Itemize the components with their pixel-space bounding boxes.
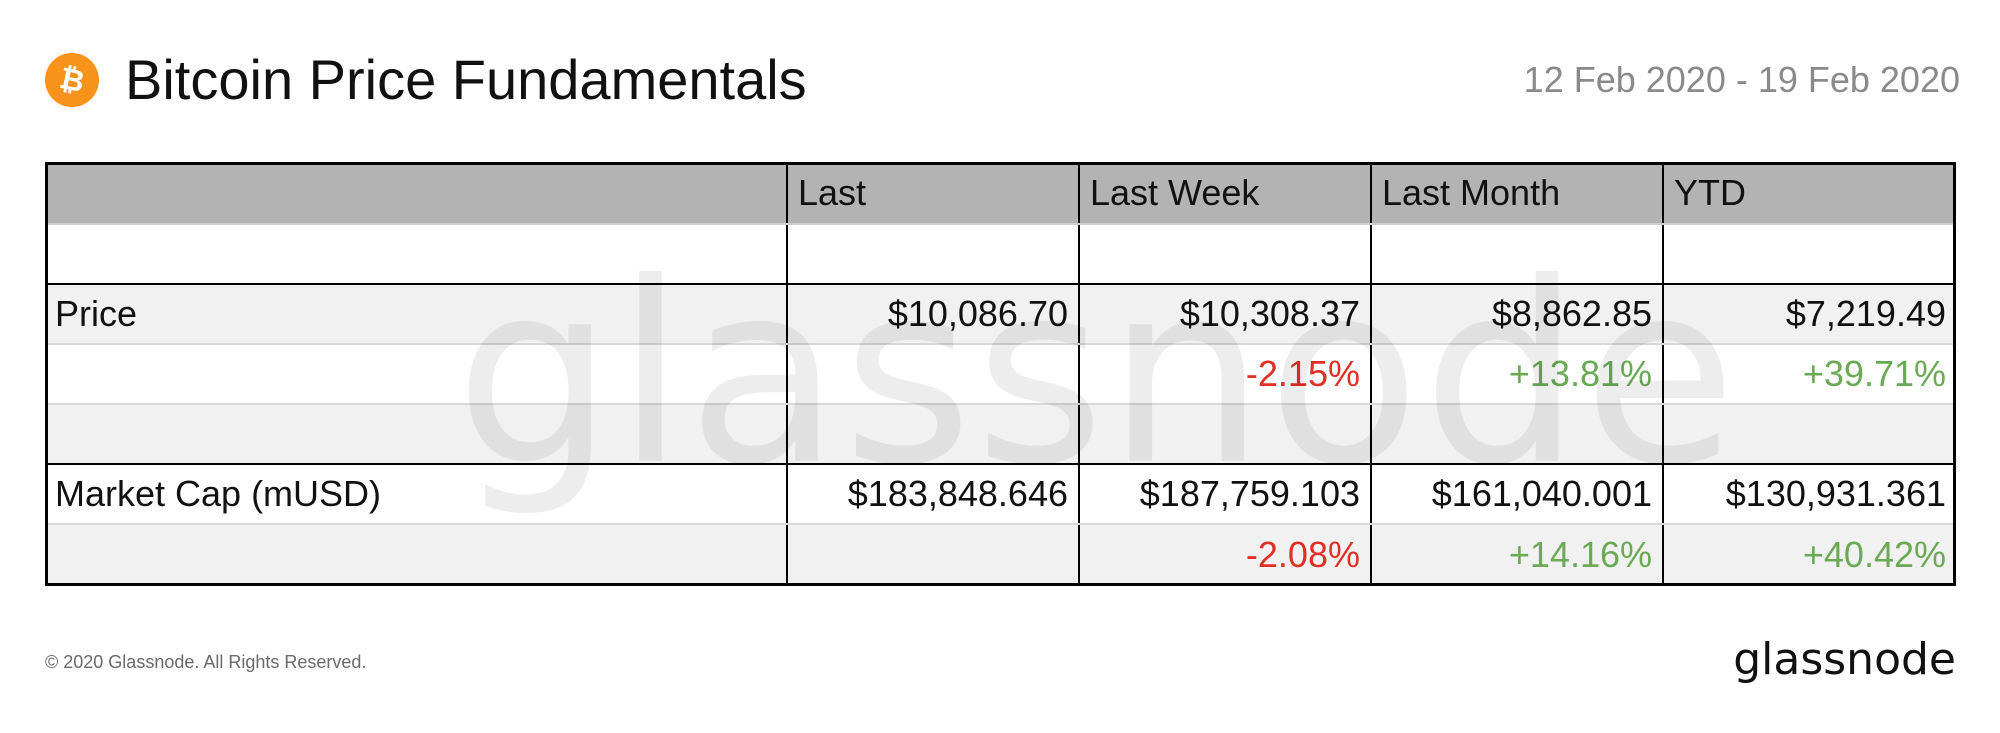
table-cell xyxy=(786,524,1079,584)
market-cap-change-last-week: -2.08% xyxy=(1078,524,1371,584)
market-cap-last-month: $161,040.001 xyxy=(1370,464,1663,525)
row-label xyxy=(45,524,787,584)
table-cell xyxy=(1370,224,1663,285)
table-row-price-change: -2.15% +13.81% +39.71% xyxy=(45,344,1956,405)
date-range: 12 Feb 2020 - 19 Feb 2020 xyxy=(1523,59,1960,100)
table-row-price: Price $10,086.70 $10,308.37 $8,862.85 $7… xyxy=(45,284,1956,345)
column-header-label xyxy=(45,162,787,225)
row-label xyxy=(45,404,787,465)
column-header-last-week: Last Week xyxy=(1078,162,1371,225)
table-row-market-cap: Market Cap (mUSD) $183,848.646 $187,759.… xyxy=(45,464,1956,525)
table-row-market-cap-change: -2.08% +14.16% +40.42% xyxy=(45,524,1956,584)
table-row xyxy=(45,224,1956,285)
table-cell xyxy=(1662,404,1956,465)
column-header-ytd: YTD xyxy=(1662,162,1956,225)
price-last-week: $10,308.37 xyxy=(1078,284,1371,345)
bitcoin-icon: ₿ xyxy=(45,53,99,107)
row-label xyxy=(45,344,787,405)
row-label-price: Price xyxy=(45,284,787,345)
table-cell xyxy=(786,224,1079,285)
table-cell xyxy=(1370,404,1663,465)
page-header: ₿ Bitcoin Price Fundamentals 12 Feb 2020… xyxy=(45,48,1960,112)
copyright-text: © 2020 Glassnode. All Rights Reserved. xyxy=(45,652,367,672)
price-change-last-month: +13.81% xyxy=(1370,344,1663,405)
price-last-month: $8,862.85 xyxy=(1370,284,1663,345)
price-last: $10,086.70 xyxy=(786,284,1079,345)
glassnode-logo: glassnode xyxy=(1733,634,1956,685)
price-change-ytd: +39.71% xyxy=(1662,344,1956,405)
price-ytd: $7,219.49 xyxy=(1662,284,1956,345)
column-header-last-month: Last Month xyxy=(1370,162,1663,225)
market-cap-ytd: $130,931.361 xyxy=(1662,464,1956,525)
page-title: Bitcoin Price Fundamentals xyxy=(125,48,807,111)
market-cap-change-last-month: +14.16% xyxy=(1370,524,1663,584)
market-cap-last: $183,848.646 xyxy=(786,464,1079,525)
market-cap-change-ytd: +40.42% xyxy=(1662,524,1956,584)
price-change-last-week: -2.15% xyxy=(1078,344,1371,405)
table-header-row: Last Last Week Last Month YTD xyxy=(45,162,1956,225)
table-cell xyxy=(1078,404,1371,465)
fundamentals-table: glassnode Last Last Week Last Month YTD … xyxy=(45,162,1956,586)
table-cell xyxy=(1662,224,1956,285)
row-label-market-cap: Market Cap (mUSD) xyxy=(45,464,787,525)
table-cell xyxy=(786,404,1079,465)
row-label xyxy=(45,224,787,285)
table-row xyxy=(45,404,1956,465)
table-cell xyxy=(786,344,1079,405)
table-cell xyxy=(1078,224,1371,285)
column-header-last: Last xyxy=(786,162,1079,225)
market-cap-last-week: $187,759.103 xyxy=(1078,464,1371,525)
